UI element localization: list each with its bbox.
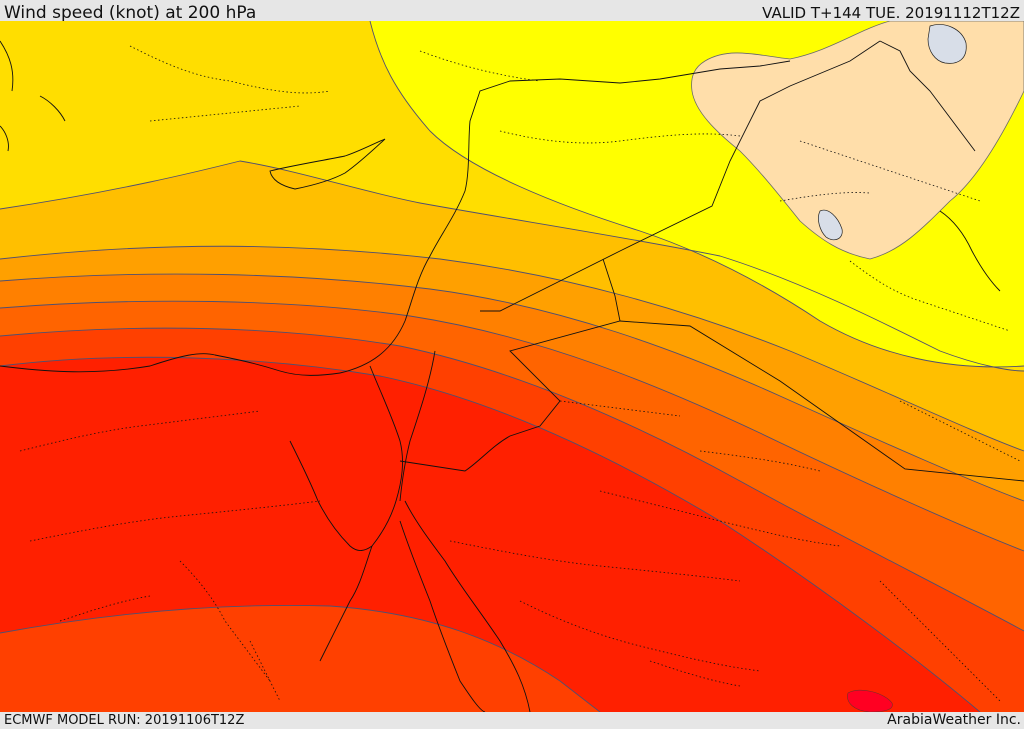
model-run-label: ECMWF MODEL RUN: 20191106T12Z — [4, 713, 245, 728]
band-low — [691, 21, 1024, 260]
map-title: Wind speed (knot) at 200 hPa — [4, 3, 257, 23]
header-bar: Wind speed (knot) at 200 hPa VALID T+144… — [0, 0, 1024, 23]
borders — [0, 40, 1024, 712]
valid-time-label: VALID T+144 TUE. 20191112T12Z — [762, 4, 1020, 22]
band-red-orange-south — [0, 605, 600, 712]
admin-borders — [19, 45, 1021, 702]
credit-label: ArabiaWeather Inc. — [887, 712, 1021, 728]
footer-bar: ECMWF MODEL RUN: 20191106T12Z ArabiaWeat… — [0, 712, 1024, 729]
water-ne — [927, 24, 967, 64]
band-max — [847, 689, 893, 712]
dead-sea — [818, 209, 843, 241]
wind-speed-map[interactable] — [0, 21, 1024, 712]
band-gold-nw — [0, 21, 430, 186]
